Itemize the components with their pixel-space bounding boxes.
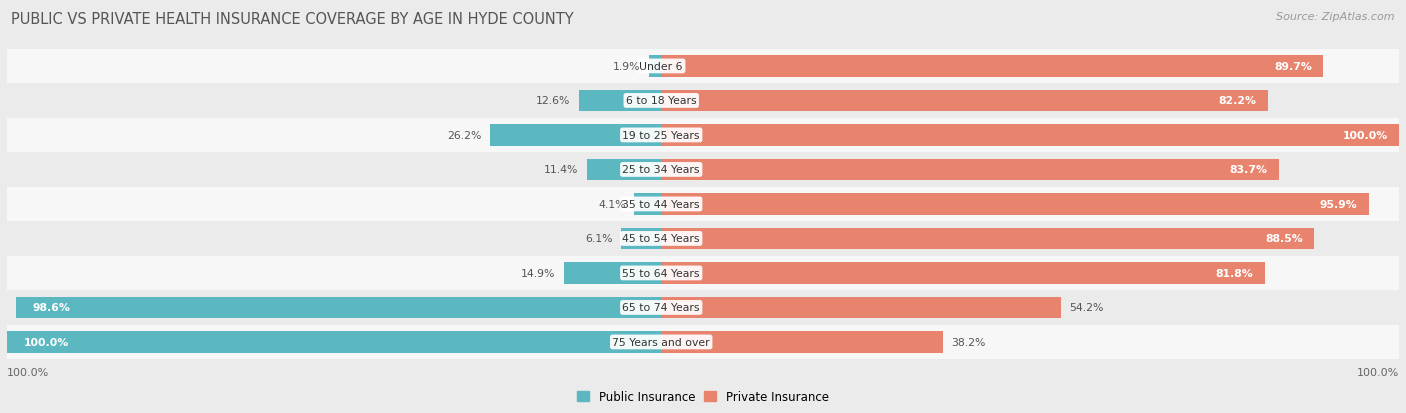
Text: 6 to 18 Years: 6 to 18 Years — [626, 96, 696, 106]
Bar — [634, 194, 661, 215]
Bar — [661, 56, 1323, 78]
Bar — [7, 256, 1399, 290]
Text: 12.6%: 12.6% — [536, 96, 571, 106]
Bar — [7, 119, 1399, 153]
Text: 14.9%: 14.9% — [522, 268, 555, 278]
Text: 95.9%: 95.9% — [1320, 199, 1358, 209]
Text: 54.2%: 54.2% — [1070, 303, 1104, 313]
Bar — [7, 187, 1399, 222]
Text: 1.9%: 1.9% — [613, 62, 641, 72]
Bar — [7, 84, 1399, 119]
Bar — [661, 228, 1315, 249]
Text: 35 to 44 Years: 35 to 44 Years — [623, 199, 700, 209]
Bar — [648, 56, 661, 78]
Bar — [661, 125, 1399, 146]
Bar — [661, 263, 1265, 284]
Text: 45 to 54 Years: 45 to 54 Years — [623, 234, 700, 244]
Text: 26.2%: 26.2% — [447, 131, 481, 140]
Bar — [7, 290, 1399, 325]
Bar — [7, 50, 1399, 84]
Bar — [564, 263, 661, 284]
Bar — [579, 90, 661, 112]
Legend: Public Insurance, Private Insurance: Public Insurance, Private Insurance — [578, 390, 828, 403]
Text: 88.5%: 88.5% — [1265, 234, 1303, 244]
Text: 100.0%: 100.0% — [24, 337, 69, 347]
Text: PUBLIC VS PRIVATE HEALTH INSURANCE COVERAGE BY AGE IN HYDE COUNTY: PUBLIC VS PRIVATE HEALTH INSURANCE COVER… — [11, 12, 574, 27]
Bar — [661, 194, 1368, 215]
Bar — [17, 297, 661, 318]
Text: 100.0%: 100.0% — [7, 367, 49, 377]
Bar — [661, 331, 943, 353]
Text: 83.7%: 83.7% — [1230, 165, 1268, 175]
Text: 81.8%: 81.8% — [1216, 268, 1254, 278]
Bar — [7, 331, 661, 353]
Text: 100.0%: 100.0% — [1357, 367, 1399, 377]
Text: 75 Years and over: 75 Years and over — [613, 337, 710, 347]
Text: 82.2%: 82.2% — [1219, 96, 1257, 106]
Text: 25 to 34 Years: 25 to 34 Years — [623, 165, 700, 175]
Text: 4.1%: 4.1% — [599, 199, 626, 209]
Bar — [7, 153, 1399, 187]
Text: 55 to 64 Years: 55 to 64 Years — [623, 268, 700, 278]
Bar — [7, 222, 1399, 256]
Bar — [489, 125, 661, 146]
Text: 6.1%: 6.1% — [585, 234, 613, 244]
Text: Under 6: Under 6 — [640, 62, 683, 72]
Text: 11.4%: 11.4% — [544, 165, 578, 175]
Bar — [661, 159, 1278, 181]
Bar — [661, 90, 1268, 112]
Bar — [661, 297, 1062, 318]
Text: 65 to 74 Years: 65 to 74 Years — [623, 303, 700, 313]
Text: 98.6%: 98.6% — [32, 303, 70, 313]
Text: 38.2%: 38.2% — [952, 337, 986, 347]
Bar — [586, 159, 661, 181]
Bar — [7, 325, 1399, 359]
Text: 100.0%: 100.0% — [1343, 131, 1388, 140]
Text: 19 to 25 Years: 19 to 25 Years — [623, 131, 700, 140]
Text: 89.7%: 89.7% — [1274, 62, 1312, 72]
Bar — [621, 228, 661, 249]
Text: Source: ZipAtlas.com: Source: ZipAtlas.com — [1277, 12, 1395, 22]
